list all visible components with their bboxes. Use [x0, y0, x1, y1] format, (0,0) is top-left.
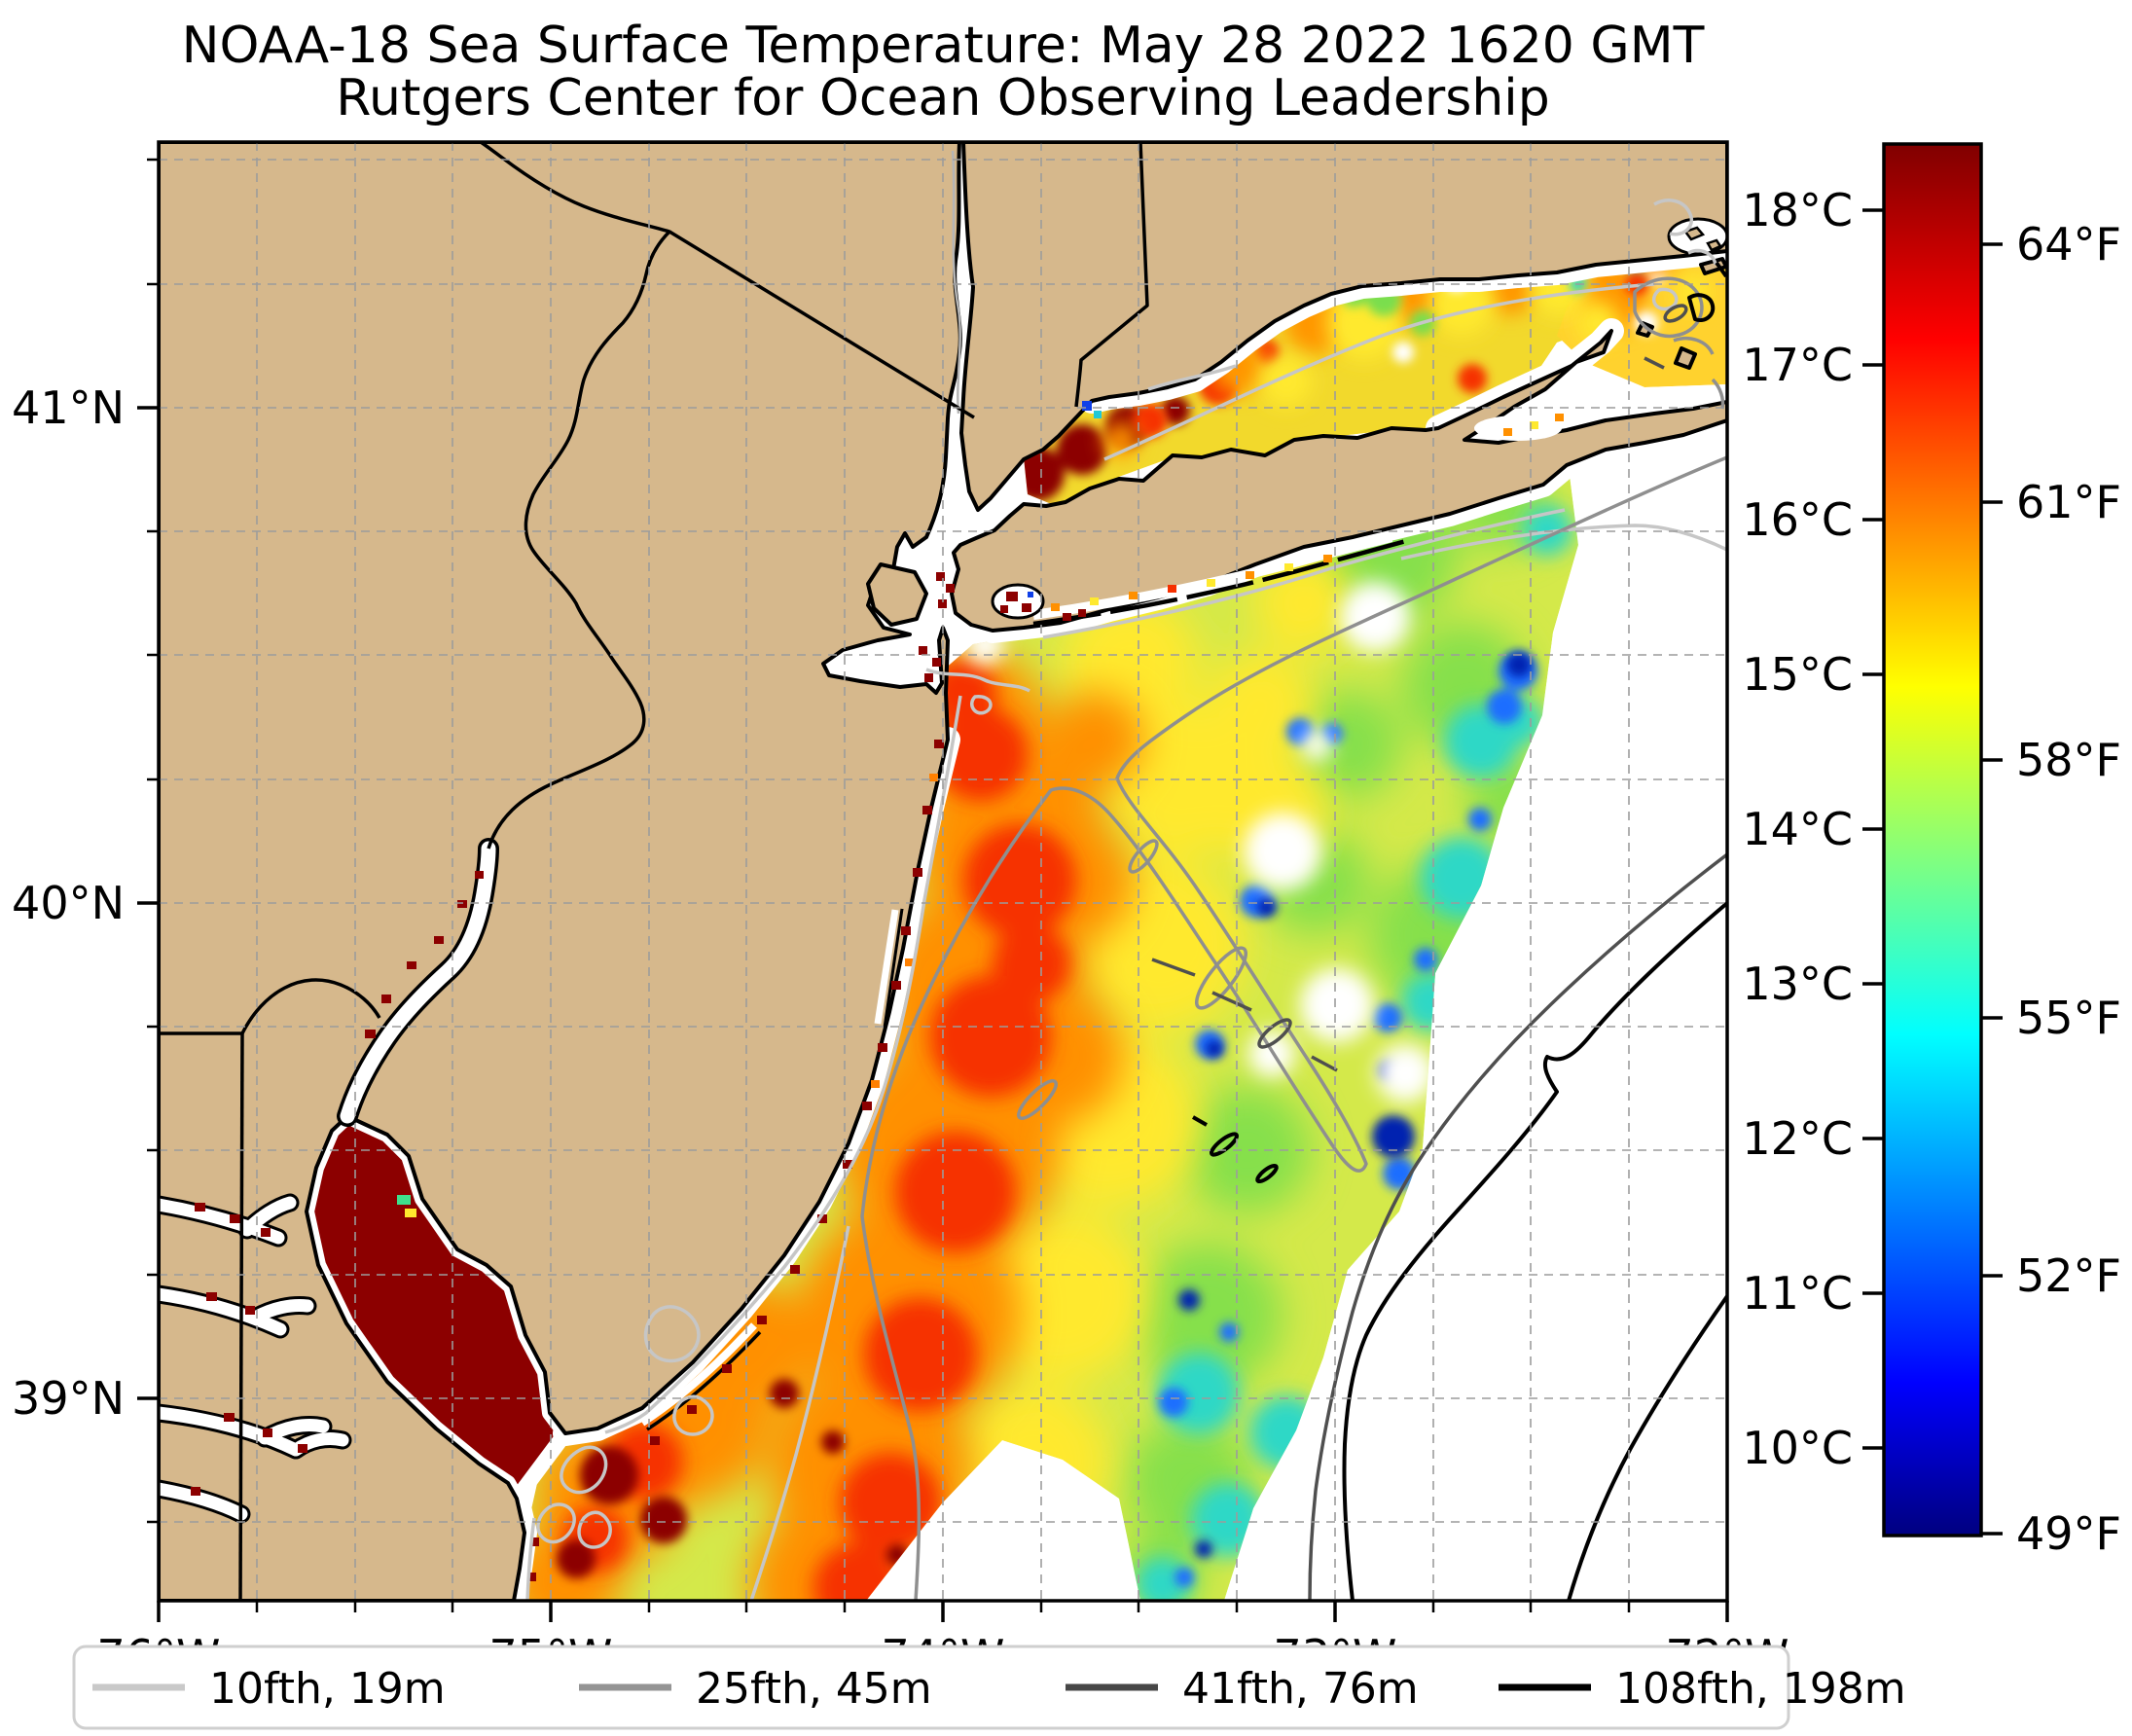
- colorbar-fahrenheit-labels: 64°F 61°F 58°F 55°F 52°F 49°F: [2016, 218, 2121, 1560]
- contour-76m: [1151, 304, 1727, 1601]
- gardiners-island: [1674, 346, 1697, 370]
- plot-title-line1: NOAA-18 Sea Surface Temperature: May 28 …: [182, 17, 1705, 75]
- y-tick-39n: 39°N: [12, 1372, 125, 1425]
- cb-49f: 49°F: [2016, 1507, 2121, 1560]
- fishers-island-sound: [1667, 217, 1727, 256]
- plum-island: [1636, 321, 1654, 338]
- cb-11c: 11°C: [1742, 1267, 1853, 1320]
- cb-10c: 10°C: [1742, 1422, 1853, 1474]
- contour-198m: [1192, 261, 1727, 1601]
- ny-ct-border: [1074, 142, 1149, 408]
- cb-52f: 52°F: [2016, 1249, 2121, 1302]
- misc-pixels: [871, 401, 1102, 1088]
- cb-18c: 18°C: [1742, 184, 1853, 236]
- y-tick-40n: 40°N: [12, 877, 125, 929]
- legend-label-41fth: 41fth, 76m: [1182, 1664, 1419, 1714]
- colorbar-celsius-labels: 18°C 17°C 16°C 15°C 14°C 13°C 12°C 11°C …: [1742, 184, 1853, 1474]
- axis-ticks: [137, 158, 1729, 1622]
- de-md-border: [238, 1032, 244, 1601]
- state-borders: [159, 142, 1149, 1601]
- cb-16c: 16°C: [1742, 493, 1853, 546]
- legend-label-10fth: 10fth, 19m: [209, 1664, 446, 1714]
- cb-58f: 58°F: [2016, 734, 2121, 786]
- y-tick-41n: 41°N: [12, 381, 125, 434]
- nj-ny-border: [669, 230, 975, 419]
- delaware-river: [337, 838, 499, 1127]
- legend-label-108fth: 108fth, 198m: [1615, 1664, 1906, 1714]
- cb-64f: 64°F: [2016, 218, 2121, 271]
- graticule: [159, 142, 1727, 1601]
- cb-15c: 15°C: [1742, 648, 1853, 701]
- cb-55f: 55°F: [2016, 992, 2121, 1044]
- cb-17c: 17°C: [1742, 339, 1853, 391]
- twelve-mile-circle: [240, 978, 381, 1034]
- plot-title-line2: Rutgers Center for Ocean Observing Leade…: [336, 69, 1550, 127]
- cb-14c: 14°C: [1742, 803, 1853, 855]
- map-panel: [159, 142, 1727, 1601]
- mainland-north: [959, 142, 1727, 512]
- legend-label-25fth: 25fth, 45m: [696, 1664, 932, 1714]
- surf-zone-pixels: [527, 572, 955, 1581]
- colorbar-gradient: [1882, 142, 1983, 1537]
- cb-13c: 13°C: [1742, 958, 1853, 1010]
- contour-45m: [860, 276, 1727, 1601]
- chesapeake-tributaries: [159, 1193, 352, 1524]
- y-axis-labels: 41°N 40°N 39°N: [12, 381, 125, 1425]
- staten-island: [866, 562, 928, 627]
- lagoons: [639, 532, 1407, 1431]
- colorbar: 18°C 17°C 16°C 15°C 14°C 13°C 12°C 11°C …: [1742, 142, 2121, 1560]
- cb-61f: 61°F: [2016, 476, 2121, 528]
- cb-12c: 12°C: [1742, 1112, 1853, 1165]
- legend-box: [72, 1645, 1790, 1730]
- colorbar-ticks: [1862, 208, 2003, 1536]
- depth-contour-legend: 10fth, 19m 25fth, 45m 41fth, 76m 108fth,…: [72, 1645, 1906, 1730]
- peconic-bays: [1474, 389, 1617, 441]
- hudson-river-contour: [951, 150, 961, 415]
- contour-19m: [525, 199, 1727, 1601]
- delaware-river-border: [480, 142, 671, 850]
